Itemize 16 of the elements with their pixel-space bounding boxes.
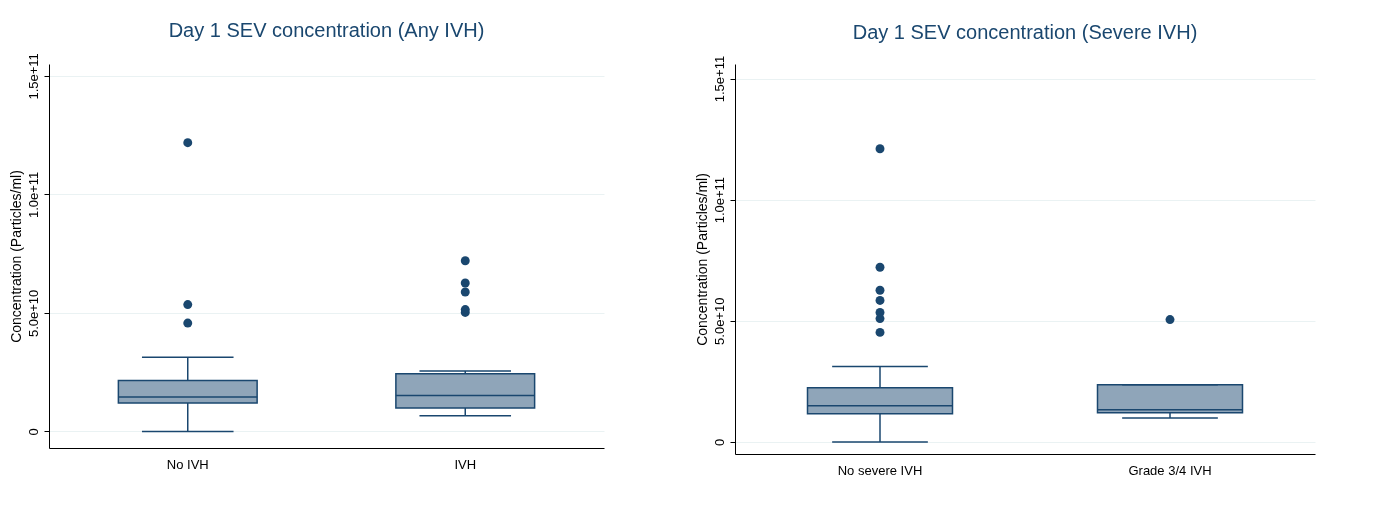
x-tick-label: IVH: [454, 456, 477, 472]
x-tick-label: No severe IVH: [837, 462, 923, 478]
chart-title: Day 1 SEV concentration (Severe IVH): [852, 21, 1198, 44]
y-tick-label: 1.5e+11: [25, 53, 41, 100]
y-tick-label: 1.0e+11: [711, 176, 727, 224]
y-tick-label: 1.0e+11: [25, 171, 41, 219]
chart-title: Day 1 SEV concentration (Any IVH): [168, 18, 485, 41]
y-tick-label: 5.0e+10: [711, 297, 727, 345]
y-tick-label: 0: [25, 428, 41, 436]
y-tick-label: 0: [711, 438, 727, 447]
x-tick-label: Grade 3/4 IVH: [1128, 462, 1212, 478]
y-tick-label: 1.5e+11: [711, 55, 727, 103]
x-tick-label: No IVH: [166, 456, 209, 472]
y-axis-title: Concentration (Particles/ml): [693, 173, 710, 346]
y-tick-label: 5.0e+10: [25, 289, 41, 338]
y-axis-title: Concentration (Particles/ml): [7, 170, 24, 343]
